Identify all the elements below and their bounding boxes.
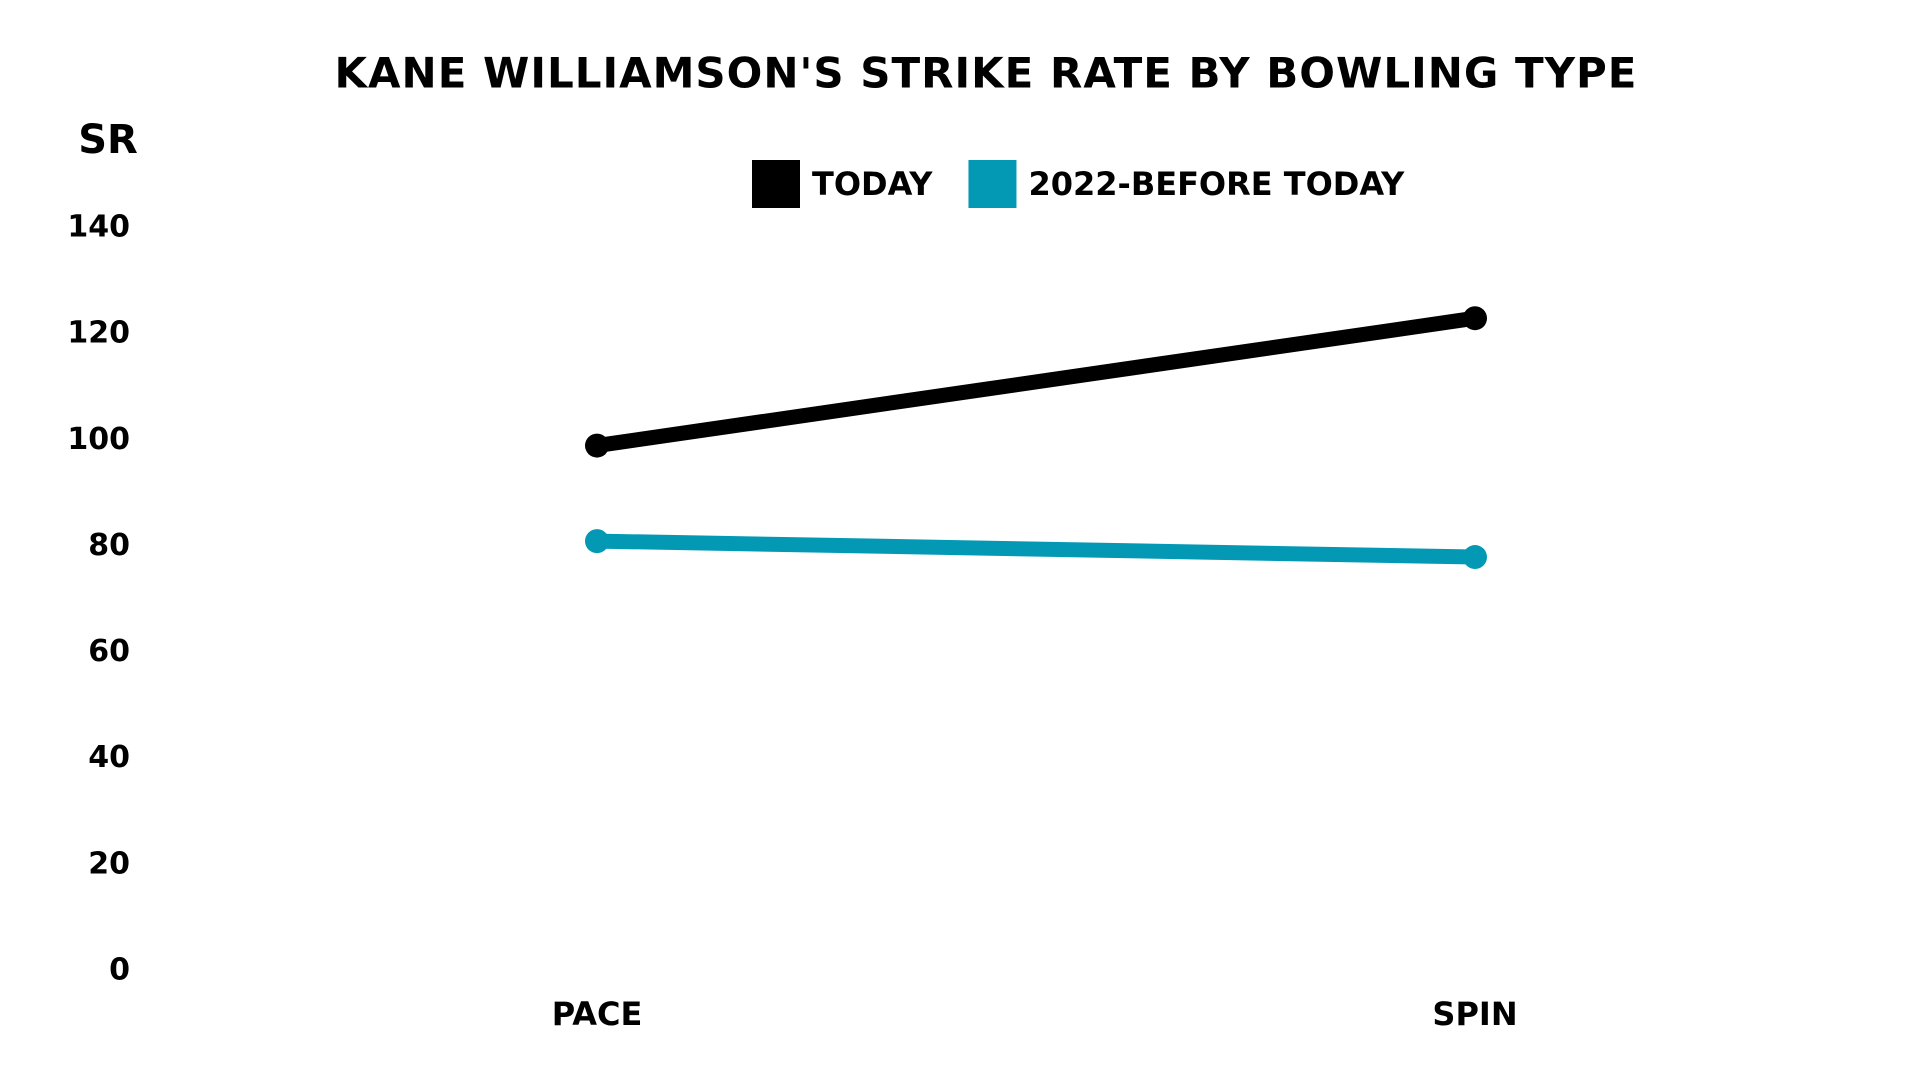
legend-label: 2022-BEFORE TODAY [1028,165,1405,203]
y-tick-label: 140 [67,210,130,245]
y-tick-label: 60 [88,634,130,669]
y-tick-label: 120 [67,316,130,351]
data-point [1463,306,1487,331]
legend-swatch [752,160,800,208]
y-tick-label: 40 [88,740,130,775]
y-tick-label: 100 [67,422,130,457]
legend-label: TODAY [812,165,933,203]
x-tick-label: SPIN [1432,995,1517,1033]
series-line [589,533,1483,565]
series-line [589,310,1483,454]
y-tick-label: 0 [109,953,130,988]
y-axis-label: SR [78,117,138,163]
y-tick-label: 20 [88,846,130,881]
data-point [585,433,609,458]
y-tick-label: 80 [88,528,130,563]
x-tick-label: PACE [552,995,643,1033]
chart-title: KANE WILLIAMSON'S STRIKE RATE BY BOWLING… [335,49,1638,98]
legend-swatch [968,160,1017,208]
data-point [1463,545,1487,570]
data-point [585,529,609,554]
